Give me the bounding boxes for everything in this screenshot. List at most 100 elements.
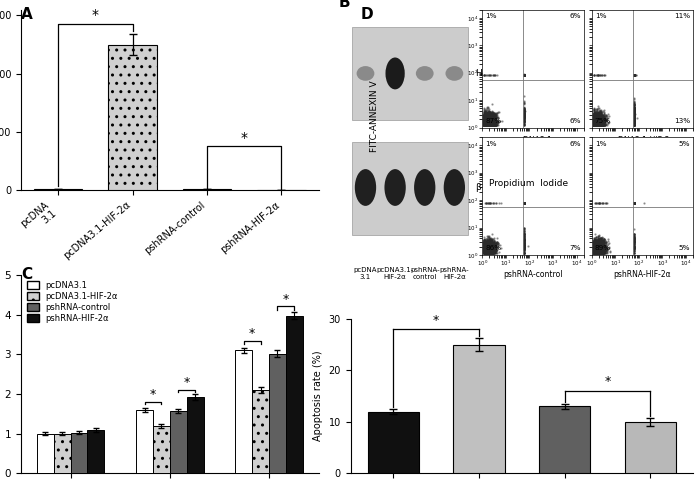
Point — [589, 246, 601, 254]
Point — [484, 121, 496, 129]
Point — [596, 120, 607, 128]
Point — [482, 116, 493, 124]
Point — [490, 246, 501, 254]
Point — [588, 117, 599, 125]
Point — [484, 122, 496, 129]
Point — [594, 242, 605, 249]
Point — [593, 114, 604, 121]
Point — [484, 240, 495, 247]
Point — [481, 249, 492, 256]
Point — [597, 245, 608, 253]
Point — [588, 117, 599, 125]
Point — [628, 118, 639, 126]
Point — [595, 122, 606, 129]
Point — [482, 103, 493, 111]
Point — [628, 71, 639, 79]
Point — [591, 247, 602, 255]
Point — [484, 119, 496, 127]
Point — [486, 122, 497, 129]
Point — [593, 249, 604, 256]
Point — [593, 118, 604, 126]
Point — [592, 71, 603, 79]
Point — [489, 118, 500, 126]
Point — [485, 114, 496, 122]
Point — [596, 247, 607, 255]
Point — [589, 242, 601, 250]
Point — [593, 122, 604, 129]
Point — [519, 71, 530, 79]
Point — [484, 114, 495, 122]
Point — [486, 115, 497, 123]
Point — [484, 116, 496, 124]
Point — [482, 248, 493, 256]
Point — [598, 246, 610, 254]
Point — [588, 122, 599, 129]
Point — [488, 246, 499, 254]
Point — [594, 239, 605, 246]
Point — [483, 120, 494, 128]
Point — [593, 122, 604, 129]
Point — [482, 249, 493, 256]
Point — [484, 121, 496, 128]
Point — [519, 110, 530, 117]
Point — [589, 112, 600, 119]
Point — [589, 246, 600, 254]
Point — [595, 122, 606, 129]
Point — [628, 122, 639, 129]
Point — [596, 249, 607, 256]
Point — [485, 119, 496, 127]
Point — [591, 246, 602, 254]
Point — [519, 71, 530, 79]
Point — [592, 120, 603, 128]
Point — [519, 199, 530, 207]
Point — [592, 243, 603, 251]
Point — [486, 113, 497, 120]
Point — [592, 242, 603, 250]
Point — [480, 118, 491, 126]
Point — [489, 120, 500, 128]
Point — [480, 113, 491, 121]
Point — [589, 242, 600, 250]
Point — [481, 242, 492, 250]
Point — [589, 245, 601, 253]
Point — [484, 243, 496, 251]
Point — [595, 241, 606, 249]
Point — [595, 117, 606, 125]
Point — [597, 116, 608, 124]
Point — [591, 122, 602, 129]
Point — [479, 110, 490, 118]
Point — [482, 119, 493, 127]
Point — [480, 249, 491, 256]
Point — [487, 118, 498, 126]
Point — [482, 242, 493, 250]
Point — [519, 199, 530, 207]
Point — [628, 104, 639, 112]
Point — [487, 111, 498, 119]
Point — [628, 106, 639, 114]
Point — [588, 239, 599, 247]
Point — [628, 71, 639, 79]
Point — [484, 238, 495, 246]
Point — [591, 109, 602, 116]
Point — [595, 248, 606, 256]
Point — [482, 117, 493, 125]
Point — [485, 243, 496, 251]
Point — [486, 117, 498, 125]
Point — [519, 245, 530, 253]
Point — [628, 71, 639, 79]
Point — [519, 113, 530, 120]
Point — [519, 199, 530, 207]
Point — [592, 245, 603, 253]
Point — [484, 242, 496, 250]
Point — [479, 114, 490, 122]
Point — [628, 116, 639, 124]
Point — [482, 122, 493, 129]
Point — [484, 249, 495, 256]
Point — [595, 118, 606, 126]
Point — [590, 243, 601, 251]
Point — [483, 249, 494, 256]
Point — [594, 242, 606, 250]
Point — [592, 116, 603, 124]
Point — [593, 245, 604, 253]
Point — [480, 245, 491, 253]
